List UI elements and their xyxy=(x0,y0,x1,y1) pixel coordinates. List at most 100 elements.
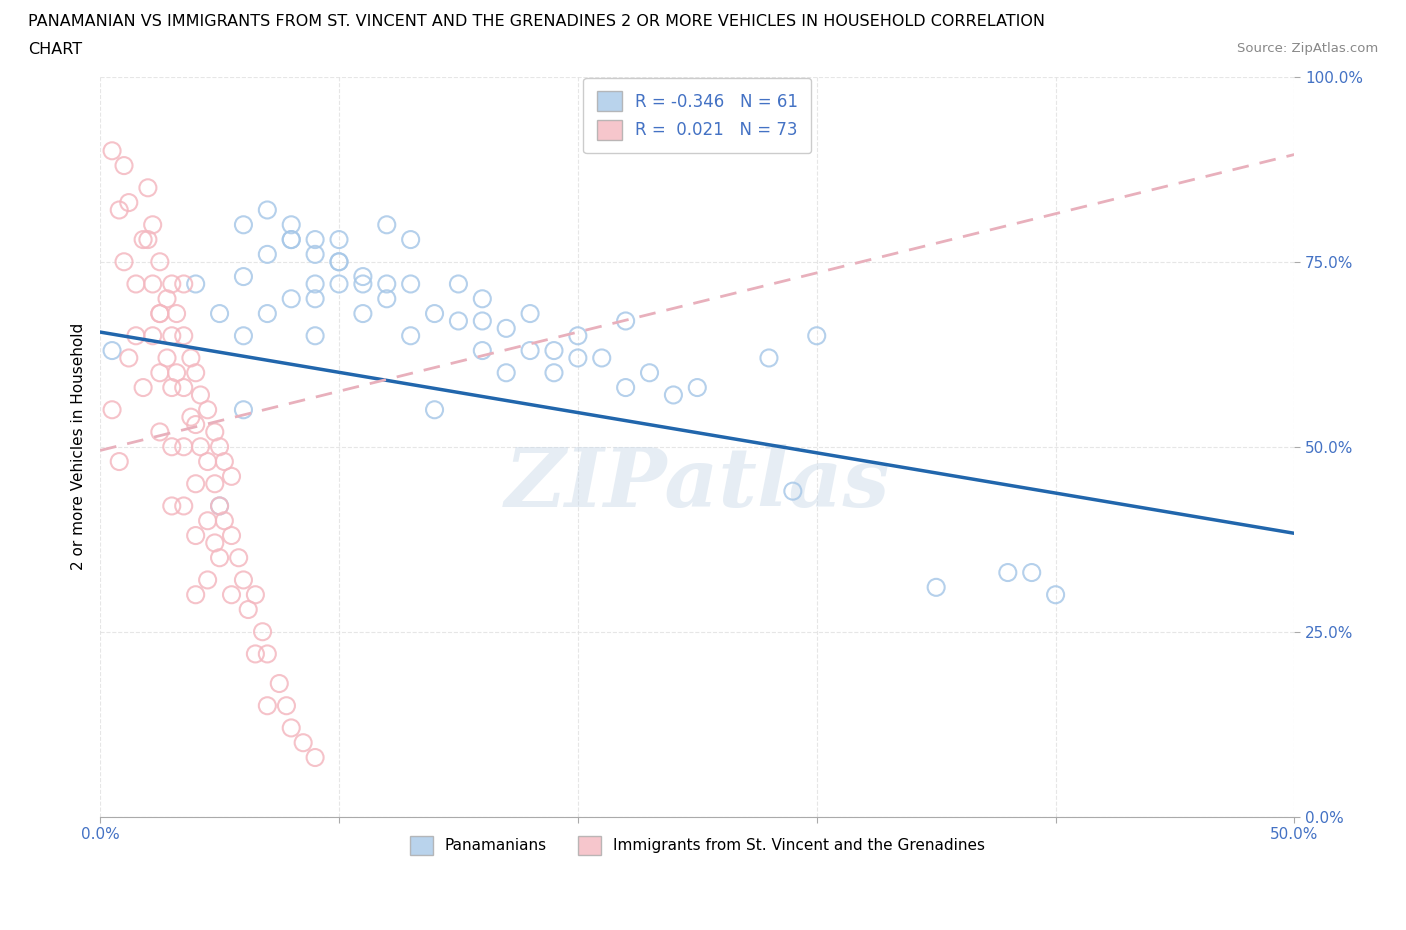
Point xyxy=(280,218,302,232)
Point xyxy=(173,380,195,395)
Point xyxy=(591,351,613,365)
Point xyxy=(221,528,243,543)
Point xyxy=(136,180,159,195)
Point xyxy=(166,365,188,380)
Text: Source: ZipAtlas.com: Source: ZipAtlas.com xyxy=(1237,42,1378,55)
Point xyxy=(197,513,219,528)
Point xyxy=(142,276,165,291)
Point xyxy=(125,276,148,291)
Point xyxy=(614,313,637,328)
Point xyxy=(543,365,565,380)
Point xyxy=(180,410,202,425)
Point xyxy=(375,218,398,232)
Point xyxy=(375,291,398,306)
Point xyxy=(160,498,183,513)
Point xyxy=(614,380,637,395)
Point xyxy=(208,498,231,513)
Point xyxy=(166,306,188,321)
Legend: Panamanians, Immigrants from St. Vincent and the Grenadines: Panamanians, Immigrants from St. Vincent… xyxy=(404,830,991,861)
Point xyxy=(184,418,207,432)
Point xyxy=(638,365,661,380)
Point xyxy=(125,328,148,343)
Point xyxy=(149,365,172,380)
Point xyxy=(256,698,278,713)
Point xyxy=(149,254,172,269)
Point xyxy=(156,351,179,365)
Point xyxy=(118,195,141,210)
Point xyxy=(423,403,446,418)
Point xyxy=(149,306,172,321)
Point xyxy=(101,403,124,418)
Point xyxy=(252,624,274,639)
Point xyxy=(280,232,302,247)
Point xyxy=(1045,588,1067,603)
Point xyxy=(782,484,804,498)
Point xyxy=(101,143,124,158)
Point xyxy=(173,328,195,343)
Point xyxy=(280,232,302,247)
Point xyxy=(399,232,422,247)
Point xyxy=(204,536,226,551)
Point xyxy=(256,247,278,262)
Point xyxy=(160,328,183,343)
Point xyxy=(142,218,165,232)
Point xyxy=(806,328,828,343)
Point xyxy=(447,313,470,328)
Point xyxy=(686,380,709,395)
Point xyxy=(112,254,135,269)
Point xyxy=(1021,565,1043,580)
Point xyxy=(132,380,155,395)
Point xyxy=(925,580,948,595)
Point xyxy=(662,388,685,403)
Point xyxy=(208,439,231,454)
Point xyxy=(160,380,183,395)
Point xyxy=(160,439,183,454)
Point xyxy=(292,736,315,751)
Point xyxy=(245,588,267,603)
Point xyxy=(758,351,780,365)
Point xyxy=(108,454,131,469)
Point xyxy=(304,328,326,343)
Point xyxy=(136,232,159,247)
Point xyxy=(149,424,172,439)
Point xyxy=(184,528,207,543)
Point xyxy=(567,328,589,343)
Point xyxy=(519,343,541,358)
Point xyxy=(214,454,236,469)
Point xyxy=(184,476,207,491)
Point xyxy=(173,276,195,291)
Point xyxy=(232,403,254,418)
Point xyxy=(471,291,494,306)
Text: PANAMANIAN VS IMMIGRANTS FROM ST. VINCENT AND THE GRENADINES 2 OR MORE VEHICLES : PANAMANIAN VS IMMIGRANTS FROM ST. VINCEN… xyxy=(28,14,1045,29)
Point xyxy=(184,588,207,603)
Point xyxy=(447,276,470,291)
Point xyxy=(256,203,278,218)
Point xyxy=(112,158,135,173)
Point xyxy=(204,476,226,491)
Point xyxy=(352,306,374,321)
Text: CHART: CHART xyxy=(28,42,82,57)
Point xyxy=(238,602,260,617)
Point xyxy=(543,343,565,358)
Point xyxy=(221,469,243,484)
Point xyxy=(423,306,446,321)
Point xyxy=(156,291,179,306)
Point xyxy=(228,551,250,565)
Point xyxy=(208,551,231,565)
Point xyxy=(232,218,254,232)
Point xyxy=(304,232,326,247)
Point xyxy=(180,351,202,365)
Point xyxy=(997,565,1019,580)
Point xyxy=(269,676,291,691)
Point xyxy=(184,365,207,380)
Point xyxy=(142,328,165,343)
Point xyxy=(214,513,236,528)
Point xyxy=(108,203,131,218)
Point xyxy=(149,306,172,321)
Point xyxy=(471,343,494,358)
Y-axis label: 2 or more Vehicles in Household: 2 or more Vehicles in Household xyxy=(72,323,86,570)
Point xyxy=(184,276,207,291)
Point xyxy=(328,276,350,291)
Point xyxy=(352,269,374,284)
Point xyxy=(221,588,243,603)
